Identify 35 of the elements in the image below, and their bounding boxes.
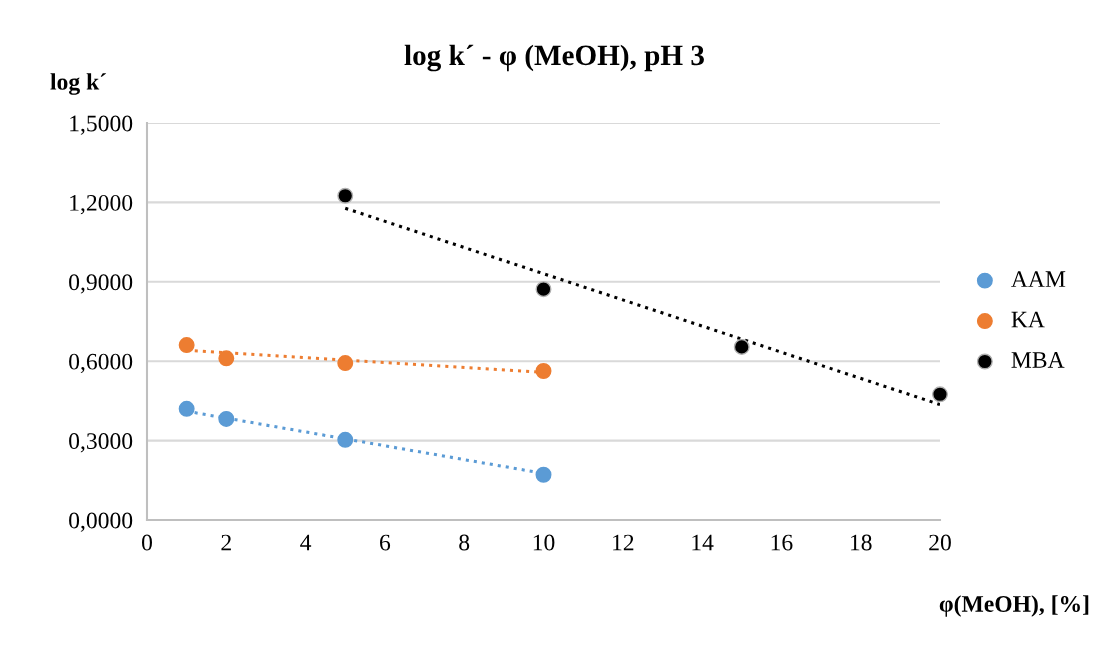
y-tick-label: 0,0000 <box>69 512 133 532</box>
y-tick-label: 1,5000 <box>70 115 133 135</box>
x-tick-label: 20 <box>929 534 951 551</box>
point <box>535 281 552 298</box>
x-tick-label: 4 <box>300 534 312 551</box>
point <box>337 187 354 204</box>
x-tick-label: 8 <box>459 534 470 551</box>
x-tick-label: 18 <box>850 534 872 551</box>
x-tick-label: 12 <box>613 534 634 551</box>
y-tick-label: 0,3000 <box>69 433 133 453</box>
legend-label: AAM <box>1011 271 1066 287</box>
point <box>178 400 195 417</box>
point <box>535 363 552 379</box>
x-tick-label: 14 <box>692 534 714 551</box>
point <box>932 386 948 403</box>
x-tick-label: 16 <box>771 534 793 551</box>
x-tick-label: 6 <box>380 534 391 551</box>
point <box>218 410 235 427</box>
point <box>733 338 750 355</box>
y-axis-title: log k´ <box>50 73 107 95</box>
x-tick-label: 2 <box>221 534 231 551</box>
y-tick-label: 1,2000 <box>70 194 133 215</box>
y-tick-label: 0,9000 <box>69 274 133 294</box>
x-axis-title: φ(MeOH), [%] <box>939 595 1089 617</box>
point <box>337 431 354 448</box>
chart-title: log k´ - φ (MeOH), pH 3 <box>404 44 704 72</box>
point <box>178 337 195 354</box>
x-tick-label: 10 <box>533 534 555 551</box>
x-tick-label: 0 <box>142 534 152 551</box>
point <box>337 355 354 372</box>
legend-label: KA <box>1011 311 1045 328</box>
point <box>535 466 552 483</box>
y-tick-label: 0,6000 <box>69 353 133 374</box>
point <box>218 350 235 367</box>
legend-label: MBA <box>1011 352 1065 368</box>
